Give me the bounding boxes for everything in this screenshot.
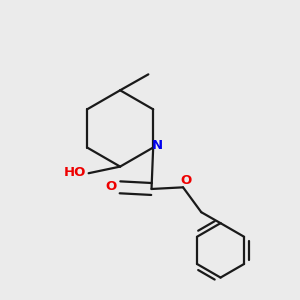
Text: HO: HO [64, 166, 86, 179]
Text: O: O [180, 174, 191, 187]
Text: N: N [152, 139, 163, 152]
Text: O: O [105, 180, 116, 193]
